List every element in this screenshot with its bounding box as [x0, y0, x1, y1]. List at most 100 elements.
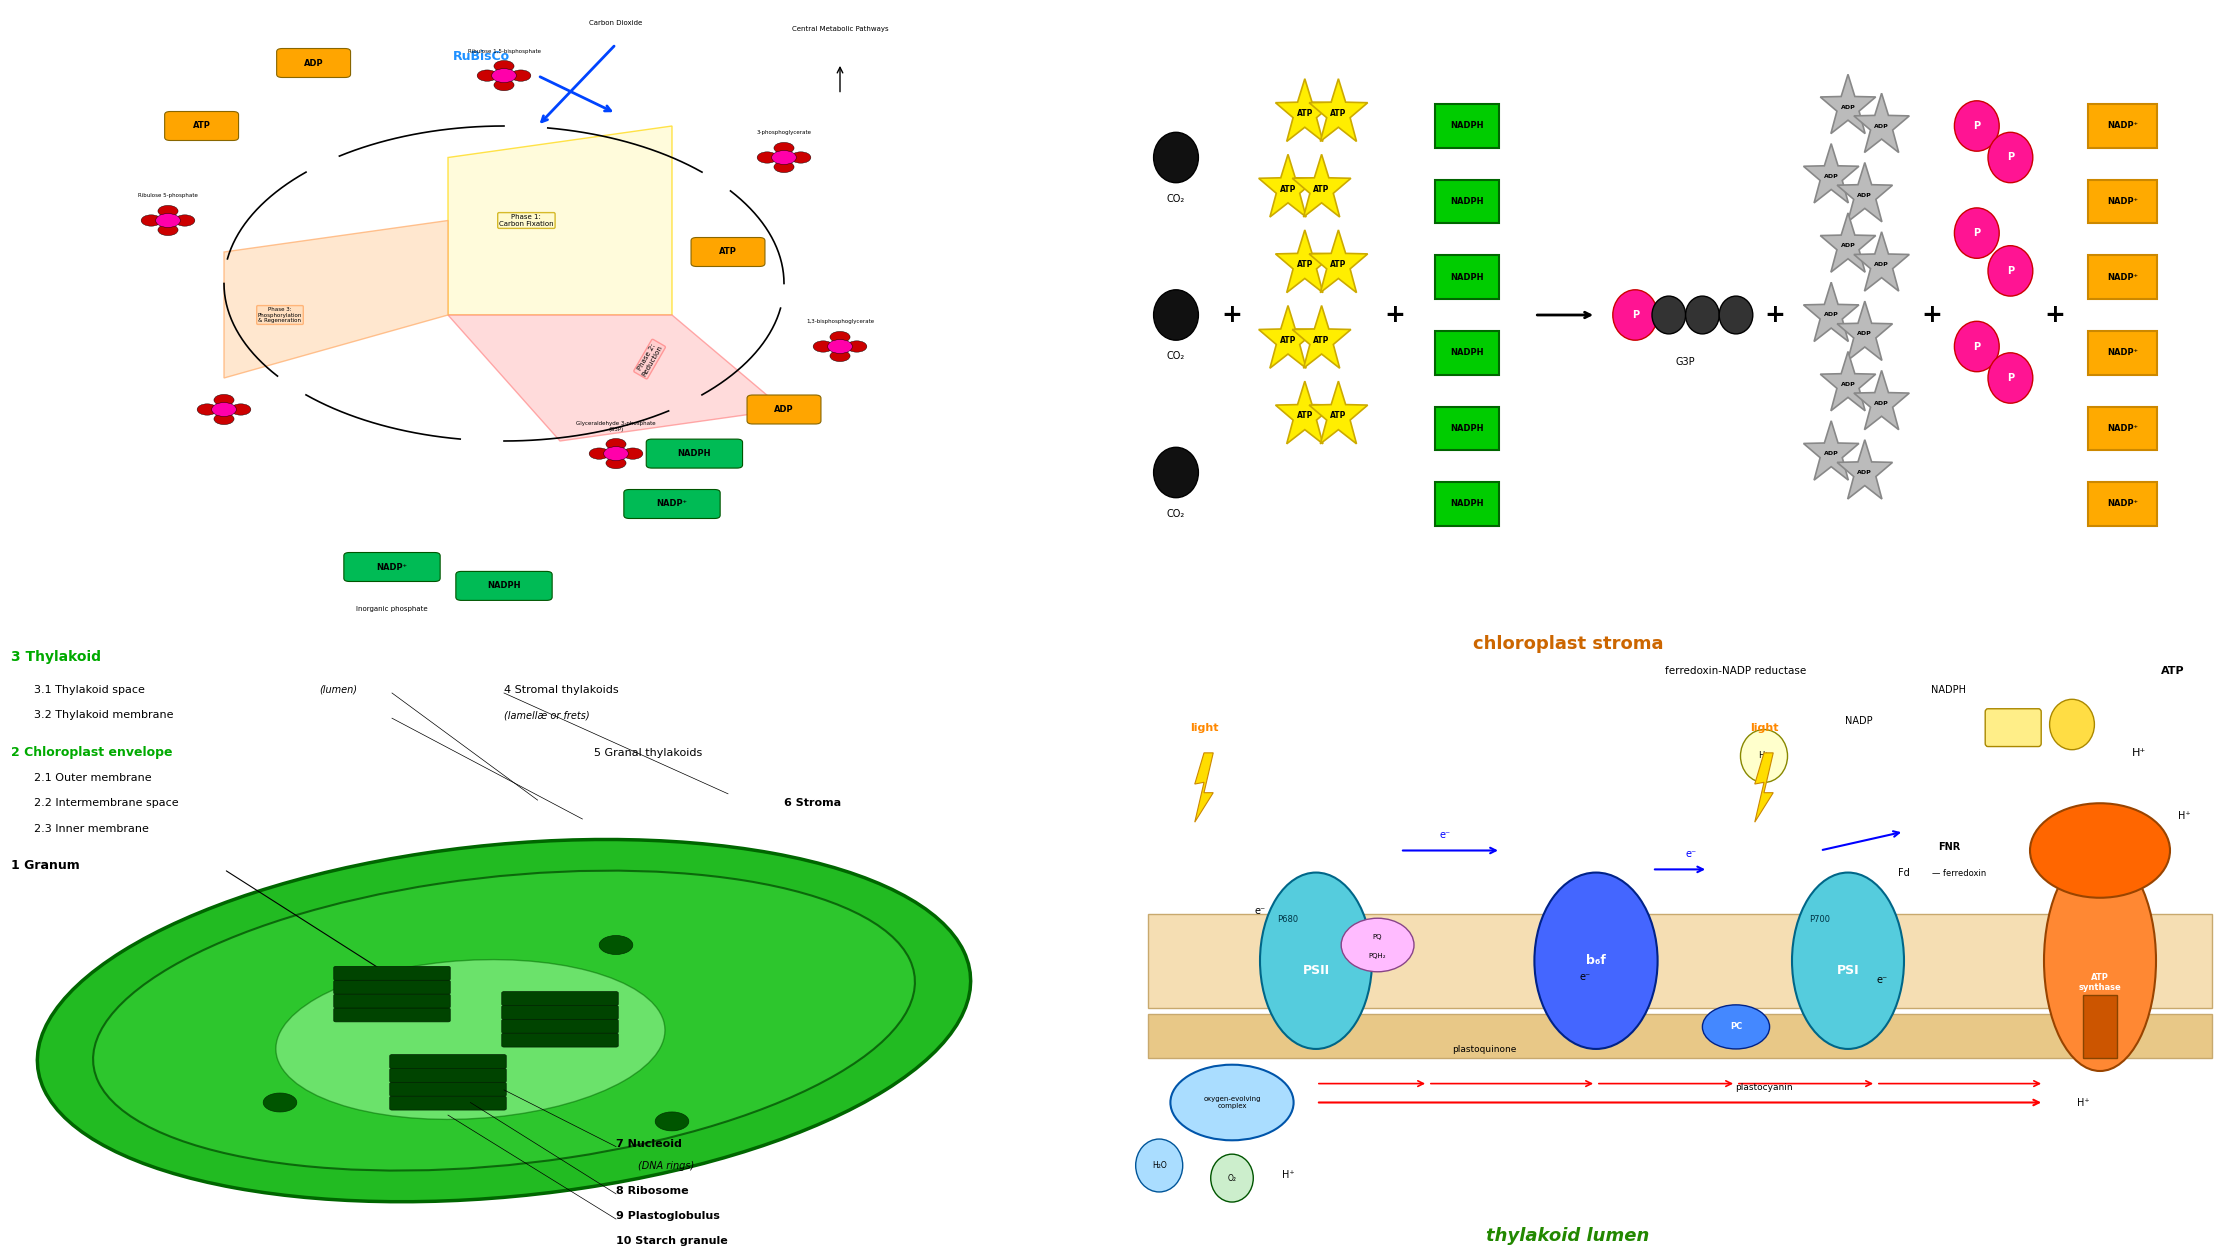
- Circle shape: [2050, 699, 2094, 750]
- Text: H₂O: H₂O: [1151, 1160, 1167, 1171]
- Text: ADP: ADP: [775, 404, 793, 415]
- FancyBboxPatch shape: [276, 48, 349, 78]
- Circle shape: [1154, 447, 1198, 498]
- Ellipse shape: [1792, 872, 1904, 1048]
- Text: P680: P680: [1277, 915, 1299, 925]
- Text: NADP⁺: NADP⁺: [2108, 272, 2137, 282]
- Text: H⁺: H⁺: [2132, 748, 2146, 759]
- Text: ADP: ADP: [1841, 105, 1855, 110]
- Text: NADPH: NADPH: [1452, 197, 1483, 207]
- FancyBboxPatch shape: [390, 1096, 506, 1110]
- Text: Ribulose 1,5-bisphosphate: Ribulose 1,5-bisphosphate: [468, 49, 540, 53]
- Polygon shape: [1292, 154, 1351, 217]
- Circle shape: [231, 403, 251, 416]
- Text: NADP⁺: NADP⁺: [2108, 197, 2137, 207]
- Text: P: P: [1631, 310, 1640, 320]
- Polygon shape: [1821, 352, 1875, 411]
- Text: NADP⁺: NADP⁺: [2108, 499, 2137, 509]
- Circle shape: [264, 1094, 296, 1111]
- FancyBboxPatch shape: [623, 489, 721, 519]
- Text: 5 Granal thylakoids: 5 Granal thylakoids: [594, 748, 701, 759]
- Polygon shape: [448, 126, 672, 315]
- Circle shape: [1953, 101, 2000, 151]
- Text: Inorganic phosphate: Inorganic phosphate: [356, 606, 428, 612]
- Text: H⁺: H⁺: [1758, 751, 1770, 761]
- Text: P700: P700: [1810, 915, 1830, 925]
- FancyBboxPatch shape: [502, 1033, 618, 1047]
- Circle shape: [791, 151, 811, 164]
- Text: ADP: ADP: [1823, 312, 1839, 318]
- Text: ATP: ATP: [1331, 108, 1346, 118]
- Text: ATP: ATP: [1331, 260, 1346, 270]
- Text: Fd: Fd: [1897, 868, 1911, 878]
- Ellipse shape: [38, 839, 970, 1202]
- Ellipse shape: [2043, 850, 2155, 1071]
- FancyBboxPatch shape: [2088, 180, 2157, 223]
- Text: ATP: ATP: [1279, 184, 1297, 194]
- Text: ADP: ADP: [2003, 723, 2023, 732]
- Ellipse shape: [1259, 872, 1371, 1048]
- Text: ATP: ATP: [1297, 260, 1313, 270]
- FancyBboxPatch shape: [390, 1068, 506, 1082]
- Text: +: +: [2045, 302, 2065, 328]
- Circle shape: [1989, 353, 2034, 403]
- Circle shape: [1740, 730, 1788, 782]
- Text: — ferredoxin: — ferredoxin: [1931, 868, 1987, 878]
- FancyBboxPatch shape: [334, 994, 450, 1008]
- Polygon shape: [224, 220, 448, 378]
- FancyBboxPatch shape: [390, 1082, 506, 1096]
- Circle shape: [829, 350, 851, 362]
- Polygon shape: [1837, 163, 1893, 222]
- Text: 1 Granum: 1 Granum: [11, 859, 81, 872]
- Circle shape: [1953, 208, 2000, 258]
- Text: 7 Nucleoid: 7 Nucleoid: [616, 1139, 681, 1149]
- Text: PQH₂: PQH₂: [1369, 954, 1387, 959]
- Circle shape: [775, 142, 793, 154]
- Circle shape: [827, 340, 853, 353]
- FancyBboxPatch shape: [166, 112, 237, 141]
- Text: P: P: [2007, 373, 2014, 383]
- Text: ATP: ATP: [193, 121, 211, 131]
- Polygon shape: [1803, 282, 1859, 341]
- Circle shape: [600, 935, 632, 955]
- Text: P: P: [1973, 341, 1980, 352]
- Text: 3.1 Thylakoid space: 3.1 Thylakoid space: [34, 685, 143, 696]
- FancyBboxPatch shape: [1436, 105, 1499, 147]
- Circle shape: [775, 161, 793, 173]
- Polygon shape: [1855, 232, 1908, 291]
- Circle shape: [757, 151, 777, 164]
- Circle shape: [175, 214, 195, 227]
- Text: ADP: ADP: [1823, 174, 1839, 179]
- Text: Phase 3:
Phosphorylation
& Regeneration: Phase 3: Phosphorylation & Regeneration: [258, 306, 302, 324]
- Circle shape: [213, 394, 233, 406]
- FancyBboxPatch shape: [2088, 331, 2157, 374]
- Polygon shape: [1821, 74, 1875, 134]
- Circle shape: [1154, 290, 1198, 340]
- Text: 3.2 Thylakoid membrane: 3.2 Thylakoid membrane: [34, 711, 172, 721]
- Text: P: P: [1973, 121, 1980, 131]
- Text: 4 Stromal thylakoids: 4 Stromal thylakoids: [504, 685, 618, 696]
- Text: e⁻: e⁻: [1877, 975, 1886, 985]
- Circle shape: [605, 457, 627, 469]
- Text: (lamellæ or frets): (lamellæ or frets): [504, 711, 589, 721]
- FancyBboxPatch shape: [334, 966, 450, 980]
- Circle shape: [1953, 321, 2000, 372]
- Text: NADPH: NADPH: [488, 581, 520, 591]
- FancyBboxPatch shape: [1436, 331, 1499, 374]
- Text: NADP⁺: NADP⁺: [2108, 423, 2137, 433]
- Text: chloroplast stroma: chloroplast stroma: [1472, 635, 1664, 653]
- Text: FNR: FNR: [1938, 843, 1960, 853]
- Text: Glyceraldehyde 3-phosphate
(G3P): Glyceraldehyde 3-phosphate (G3P): [576, 421, 656, 431]
- Text: +: +: [1384, 302, 1404, 328]
- Text: 8 Ribosome: 8 Ribosome: [616, 1186, 688, 1196]
- Text: P: P: [2007, 266, 2014, 276]
- Text: cytochrome: cytochrome: [1570, 906, 1622, 916]
- Circle shape: [813, 341, 833, 353]
- Circle shape: [1720, 296, 1752, 334]
- Polygon shape: [1292, 305, 1351, 368]
- FancyBboxPatch shape: [645, 440, 744, 469]
- Text: +: +: [1765, 302, 1785, 328]
- Text: 2 Chloroplast envelope: 2 Chloroplast envelope: [11, 746, 172, 759]
- Text: 3 Thylakoid: 3 Thylakoid: [11, 650, 101, 664]
- FancyBboxPatch shape: [1436, 407, 1499, 450]
